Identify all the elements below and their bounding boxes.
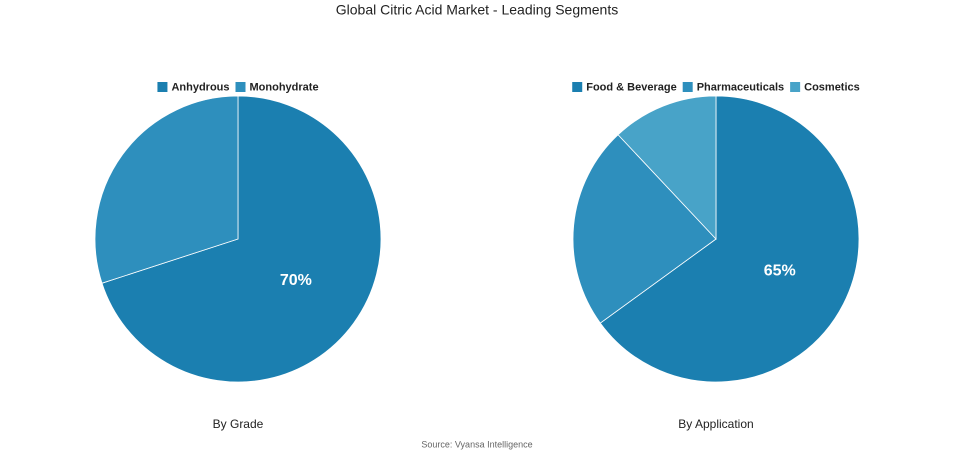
pie-slice (94, 95, 239, 284)
legend: Food & Beverage Pharmaceuticals Cosmetics (572, 81, 860, 93)
legend-label: Food & Beverage (586, 81, 676, 93)
legend-label: Anhydrous (171, 81, 229, 93)
legend-label: Cosmetics (804, 81, 860, 93)
legend-label: Pharmaceuticals (697, 81, 784, 93)
data-label: 65% (764, 263, 796, 280)
legend-swatch (235, 82, 246, 92)
legend-swatch (790, 82, 801, 92)
legend-label: Monohydrate (250, 81, 319, 93)
chart-title: Global Citric Acid Market - Leading Segm… (336, 2, 618, 18)
pie-title: By Application (678, 417, 753, 431)
legend-swatch (682, 82, 693, 92)
legend-swatch (572, 82, 583, 92)
pie-title: By Grade (213, 417, 264, 431)
legend: Anhydrous Monohydrate (157, 81, 319, 93)
data-label: 70% (280, 272, 312, 289)
pie-slice (617, 95, 717, 241)
source-note: Source: Vyansa Intelligence (421, 439, 532, 449)
pie-slice (599, 95, 860, 383)
pie-slice (572, 134, 717, 324)
legend-swatch (157, 82, 168, 92)
pie-slice (101, 95, 382, 383)
